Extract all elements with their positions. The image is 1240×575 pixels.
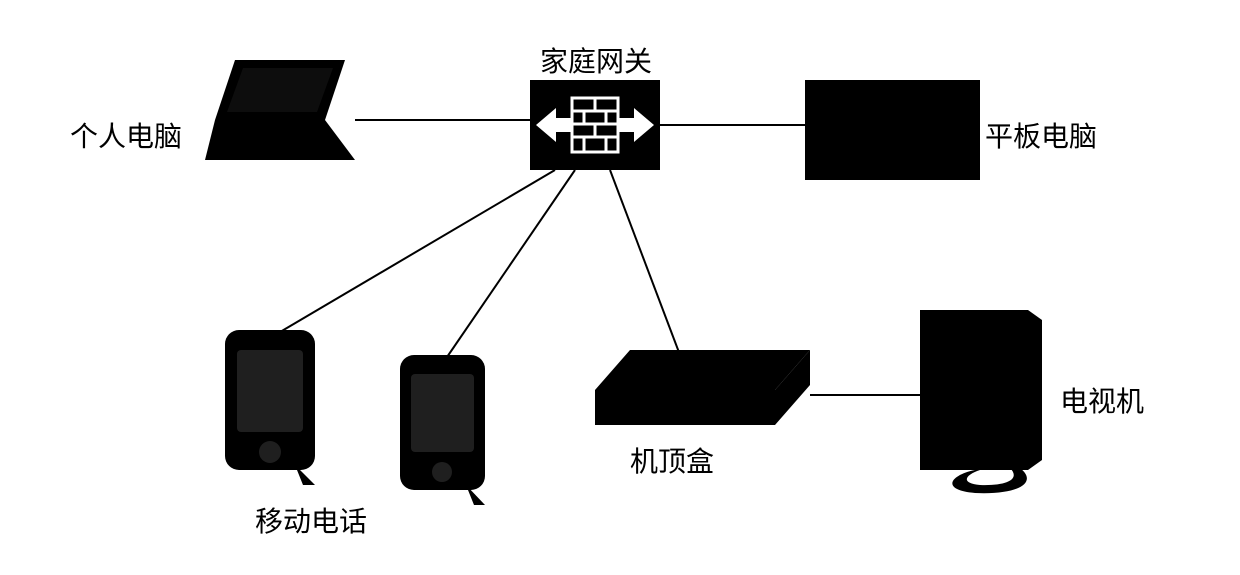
edge-line bbox=[445, 170, 575, 360]
phone1-node bbox=[225, 330, 315, 490]
gateway-node bbox=[530, 80, 660, 175]
tv-node bbox=[920, 310, 1050, 500]
stb-node bbox=[595, 350, 810, 435]
phone-label: 移动电话 bbox=[255, 500, 367, 540]
edge-line bbox=[610, 170, 680, 355]
edge-line bbox=[275, 170, 555, 335]
stb-label: 机顶盒 bbox=[630, 440, 714, 480]
tablet-label: 平板电脑 bbox=[985, 115, 1097, 155]
tv-label: 电视机 bbox=[1060, 380, 1144, 420]
phone2-node bbox=[400, 355, 485, 510]
pc-label: 个人电脑 bbox=[70, 115, 182, 155]
pc-node bbox=[205, 60, 355, 175]
tablet-node bbox=[805, 80, 980, 185]
gateway-label: 家庭网关 bbox=[540, 40, 652, 80]
diagram-canvas: 家庭网关 个人电脑 平板电脑 bbox=[0, 0, 1240, 575]
